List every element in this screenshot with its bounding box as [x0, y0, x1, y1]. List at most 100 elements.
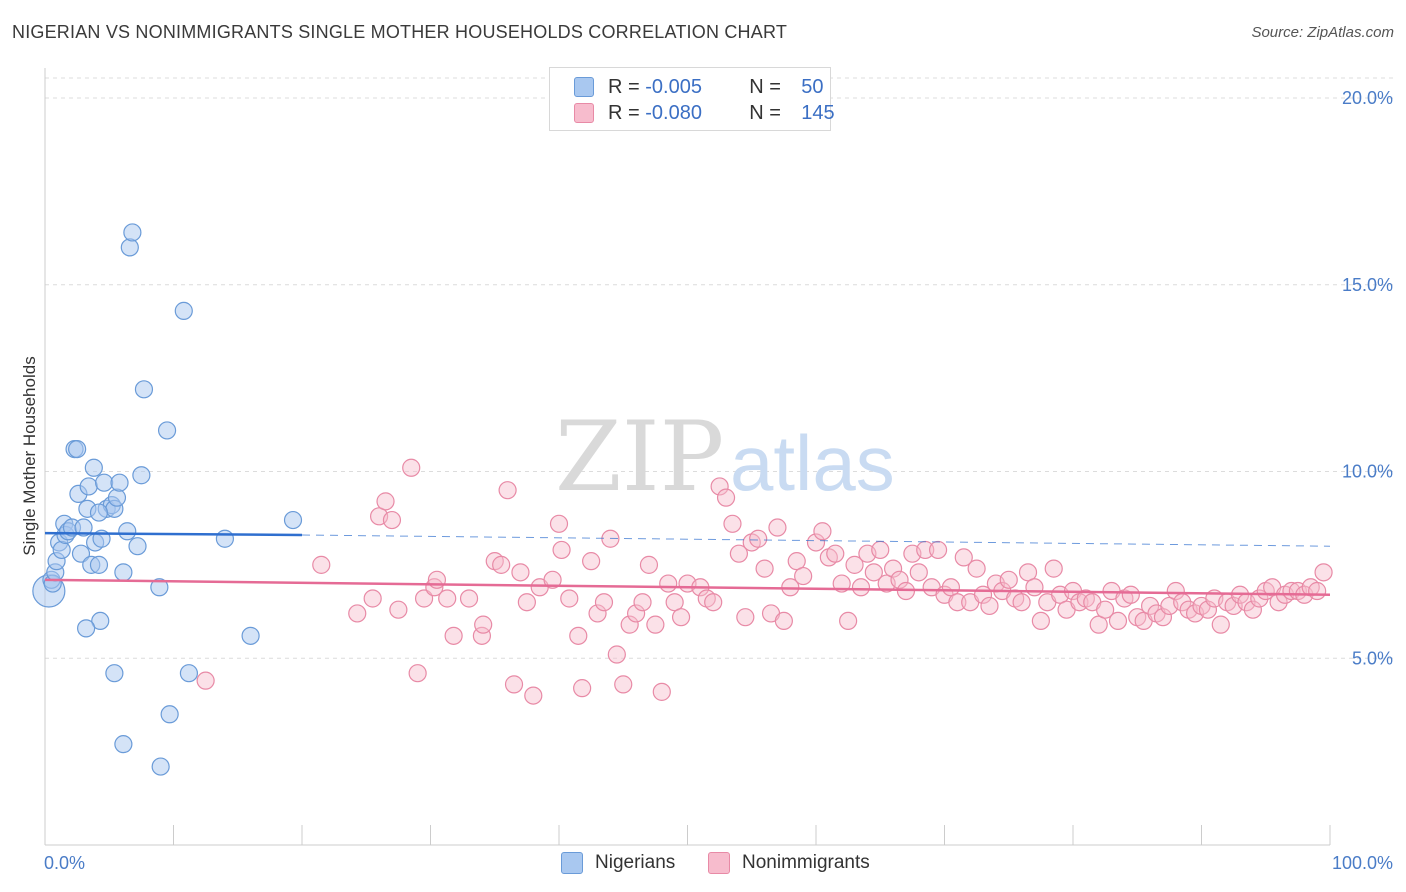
- nigerians-point: [283, 510, 303, 530]
- nonimmigrants-point: [813, 522, 832, 541]
- nigerians-point: [77, 619, 96, 638]
- nonimmigrants-point: [1012, 593, 1031, 612]
- nigerians-point: [89, 503, 109, 522]
- pink-swatch: [574, 103, 594, 123]
- nonimmigrants-point: [704, 593, 723, 612]
- nonimmigrants-point: [504, 675, 524, 694]
- nigerians-point: [128, 537, 147, 556]
- y-tick-label: 5.0%: [1352, 648, 1393, 668]
- nonimmigrants-point: [729, 544, 749, 563]
- n-value: 145: [801, 101, 835, 124]
- nonimmigrants-point: [427, 570, 447, 589]
- nonimmigrants-point: [671, 608, 691, 627]
- nonimmigrants-point: [1140, 596, 1160, 616]
- nigerians-point: [79, 477, 98, 496]
- grid-lines: [45, 77, 1395, 659]
- blue-swatch: [574, 77, 594, 97]
- nonimmigrants-point: [774, 611, 793, 631]
- nonimmigrants-point: [716, 488, 736, 507]
- y-tick-label: 20.0%: [1342, 88, 1393, 108]
- nigerians-point: [179, 664, 199, 683]
- nonimmigrants-point: [196, 671, 215, 690]
- nigerians-point: [74, 518, 93, 537]
- nigerians-point: [151, 757, 170, 776]
- nigerians-point: [84, 458, 103, 477]
- legend-item-nonimmigrants: Nonimmigrants: [708, 852, 870, 874]
- nonimmigrants-point: [652, 682, 671, 701]
- nonimmigrants-point: [1031, 611, 1050, 631]
- nigerians-point: [114, 735, 133, 754]
- nonimmigrants-point: [839, 611, 858, 631]
- r-label: R =: [608, 101, 646, 124]
- watermark-zip: ZIP: [555, 401, 724, 513]
- x-tick-label: 100.0%: [1332, 853, 1393, 873]
- nonimmigrants-point: [517, 593, 536, 612]
- nonimmigrants-point: [498, 481, 517, 500]
- nonimmigrants-point: [543, 570, 562, 589]
- nonimmigrants-point: [1198, 600, 1218, 619]
- nigerians-point: [95, 473, 114, 492]
- nonimmigrants-point: [954, 548, 973, 567]
- source-label: Source: ZipAtlas.com: [1251, 24, 1394, 41]
- nigerians-point: [107, 488, 127, 507]
- nonimmigrants-point: [1108, 611, 1128, 631]
- nonimmigrants-point: [1243, 600, 1263, 619]
- nonimmigrants-point: [492, 555, 511, 574]
- nonimmigrants-point: [646, 615, 665, 634]
- chart-title: NIGERIAN VS NONIMMIGRANTS SINGLE MOTHER …: [12, 22, 788, 42]
- nonimmigrants-point: [1211, 615, 1230, 634]
- nonimmigrants-point: [382, 510, 402, 530]
- nigerians-point: [118, 522, 137, 541]
- r-value: -0.080: [645, 101, 702, 124]
- nonimmigrants-point: [552, 540, 571, 560]
- nonimmigrants-point: [851, 578, 871, 597]
- tick-labels: 5.0% 10.0% 15.0% 20.0% 0.0% 100.0% Single Moth…: [20, 88, 1393, 873]
- nonimmigrants-point: [312, 555, 331, 574]
- nonimmigrants-point: [408, 664, 427, 683]
- nonimmigrants-point: [864, 563, 883, 582]
- nigerians-point: [160, 705, 179, 724]
- nonimmigrants-point: [883, 559, 903, 578]
- nonimmigrants-point: [806, 533, 826, 552]
- nonimmigrants-point: [1153, 608, 1173, 627]
- nonimmigrants-point: [1096, 600, 1115, 619]
- nigerians-point: [150, 578, 169, 597]
- nonimmigrants-point: [620, 615, 639, 634]
- stats-legend: R = -0.005 N = 50 R = -0.080 N = 145: [549, 67, 835, 131]
- nonimmigrants-point: [749, 529, 768, 548]
- n-label: N =: [749, 75, 787, 98]
- nonimmigrants-point: [980, 596, 999, 616]
- n-value: 50: [801, 75, 824, 98]
- nonimmigrants-point: [1314, 563, 1333, 582]
- nonimmigrants-point: [459, 589, 479, 608]
- watermark-atlas: atlas: [730, 419, 895, 507]
- nonimmigrants-point: [614, 675, 633, 694]
- r-value: -0.005: [645, 75, 702, 98]
- nonimmigrants-point: [438, 589, 457, 608]
- nigerians-point: [134, 380, 154, 399]
- series-legend: Nigerians Nonimmigrants: [0, 852, 1406, 878]
- n-label: N =: [749, 101, 787, 124]
- trend-lines: [44, 531, 1331, 597]
- nigerians-point: [105, 664, 124, 683]
- nonimmigrants-point: [755, 559, 774, 578]
- nonimmigrants-point: [1308, 581, 1327, 601]
- nonimmigrants-point: [376, 492, 395, 511]
- nonimmigrants-point: [560, 589, 579, 608]
- nigerians-point: [89, 555, 109, 574]
- nonimmigrants-point: [511, 563, 530, 582]
- nonimmigrants-point: [710, 477, 729, 496]
- nonimmigrants-point: [626, 604, 646, 623]
- nigerians-point: [52, 540, 71, 560]
- nigerians-point: [71, 544, 91, 563]
- nonimmigrants-point: [633, 593, 652, 612]
- nonimmigrants-point: [524, 686, 543, 705]
- nonimmigrants-point: [402, 458, 421, 477]
- nonimmigrants-point: [928, 540, 948, 560]
- nonimmigrants-point: [425, 578, 444, 597]
- nigerians-point: [110, 473, 129, 492]
- nonimmigrants-point: [549, 514, 569, 533]
- nigerians-point: [241, 626, 260, 645]
- legend-row-nigerians: R = -0.005 N = 50: [574, 75, 824, 99]
- nonimmigrants-point: [348, 604, 367, 623]
